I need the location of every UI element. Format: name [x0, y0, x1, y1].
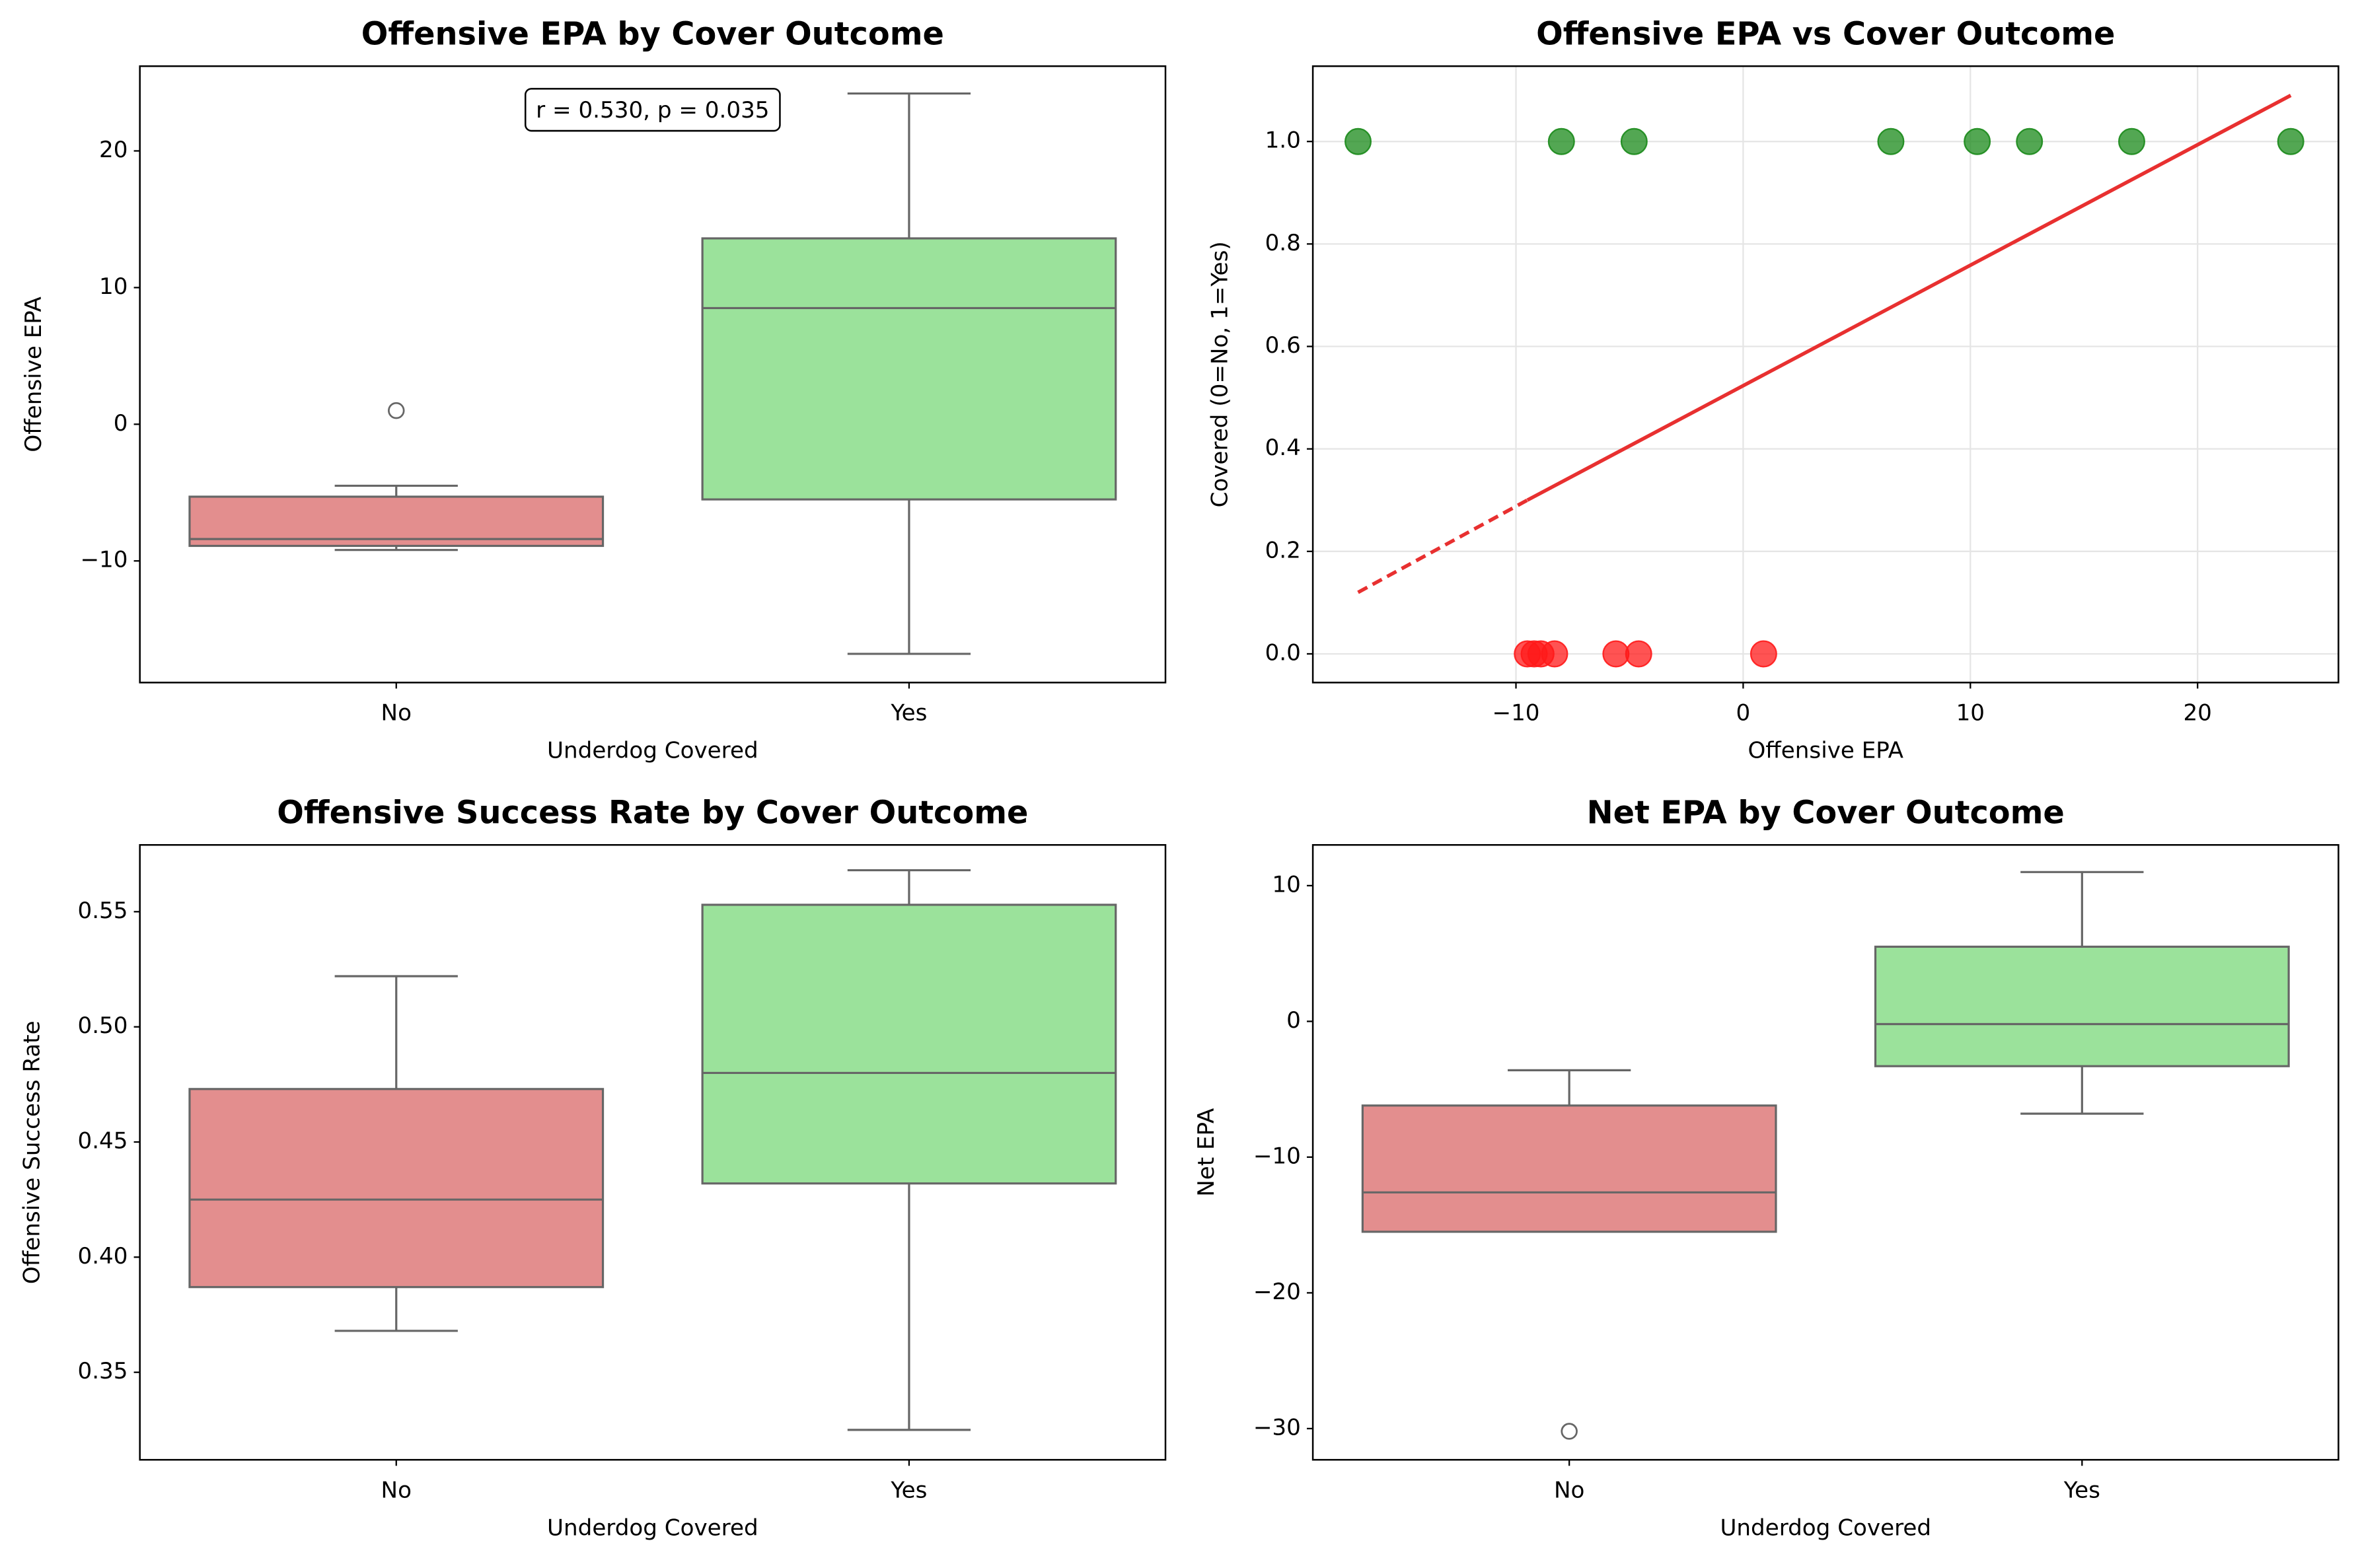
y-tick-label: 0.0 [1265, 639, 1301, 666]
y-tick-label: 20 [99, 137, 128, 163]
x-axis-label: Underdog Covered [1720, 1515, 1931, 1541]
x-tick-label: 20 [2183, 700, 2211, 727]
point [1541, 640, 1568, 668]
point [1345, 127, 1372, 155]
box [1874, 945, 2290, 1067]
annotation: r = 0.530, p = 0.035 [536, 97, 769, 124]
y-tick-label: 10 [99, 273, 128, 300]
y-axis-label: Covered (0=No, 1=Yes) [1207, 241, 1234, 507]
x-axis-label: Underdog Covered [547, 1515, 758, 1541]
x-tick-label: 0 [1736, 700, 1751, 727]
box [701, 237, 1117, 501]
y-tick-label: 0.2 [1265, 537, 1301, 563]
point [1625, 640, 1652, 668]
box [1361, 1104, 1777, 1233]
y-tick-label: 0.8 [1265, 230, 1301, 256]
y-tick-label: 0.50 [77, 1013, 128, 1039]
y-axis-label: Offensive Success Rate [19, 1020, 46, 1284]
y-tick-label: −10 [80, 547, 128, 573]
y-tick-label: −20 [1253, 1279, 1301, 1305]
annotation-box [524, 88, 781, 132]
chart-title: Offensive EPA vs Cover Outcome [1536, 17, 2115, 53]
chart-title: Net EPA by Cover Outcome [1587, 795, 2065, 832]
x-tick-label: −10 [1492, 700, 1540, 727]
outlier [388, 402, 405, 419]
axes-frame [139, 843, 1167, 1461]
x-tick-label: No [381, 1477, 412, 1503]
y-tick-label: 0.35 [77, 1358, 128, 1384]
point [1602, 640, 1630, 668]
axes-frame [1311, 65, 2340, 684]
subplot: Offensive Success Rate by Cover Outcome U… [19, 795, 1167, 1541]
chart-title: Offensive Success Rate by Cover Outcome [277, 795, 1028, 832]
point [1877, 127, 1905, 155]
y-tick-label: −30 [1253, 1414, 1301, 1441]
point [1750, 640, 1777, 668]
y-tick-label: 10 [1272, 871, 1300, 898]
point [2016, 127, 2044, 155]
x-tick-label: 10 [1956, 700, 1985, 727]
x-tick-label: No [1554, 1477, 1584, 1503]
x-tick-label: Yes [890, 1477, 927, 1503]
point [2277, 127, 2304, 155]
y-tick-label: −10 [1253, 1143, 1301, 1169]
subplot: Offensive EPA by Cover Outcome Underdog C… [20, 17, 1167, 764]
y-axis-label: Offensive EPA [20, 296, 47, 452]
y-tick-label: 0.45 [77, 1128, 128, 1155]
point [1547, 127, 1575, 155]
trend-line [1526, 93, 2292, 502]
y-tick-label: 0.4 [1265, 435, 1301, 461]
point [1964, 127, 1991, 155]
box [701, 904, 1117, 1185]
point [2118, 127, 2145, 155]
y-tick-label: 0 [114, 410, 128, 437]
y-tick-label: 0.55 [77, 898, 128, 924]
y-tick-label: 0.40 [77, 1243, 128, 1269]
y-tick-label: 1.0 [1265, 127, 1301, 154]
y-tick-label: 0.6 [1265, 332, 1301, 359]
x-axis-label: Offensive EPA [1748, 738, 1903, 764]
subplot: Net EPA by Cover Outcome Underdog Covered… [1193, 795, 2340, 1541]
trend-line [1357, 498, 1529, 594]
box [188, 495, 605, 548]
x-tick-label: Yes [2063, 1477, 2100, 1503]
point [1620, 127, 1648, 155]
box [188, 1088, 605, 1289]
outlier [1561, 1423, 1578, 1440]
x-tick-label: Yes [890, 700, 927, 727]
subplot: Offensive EPA vs Cover Outcome Offensive … [1207, 17, 2340, 764]
axes-frame [139, 65, 1167, 684]
chart-title: Offensive EPA by Cover Outcome [361, 17, 944, 53]
x-axis-label: Underdog Covered [547, 738, 758, 764]
x-tick-label: No [381, 700, 412, 727]
y-tick-label: 0 [1286, 1007, 1301, 1034]
axes-frame [1311, 843, 2340, 1461]
y-axis-label: Net EPA [1193, 1108, 1220, 1197]
